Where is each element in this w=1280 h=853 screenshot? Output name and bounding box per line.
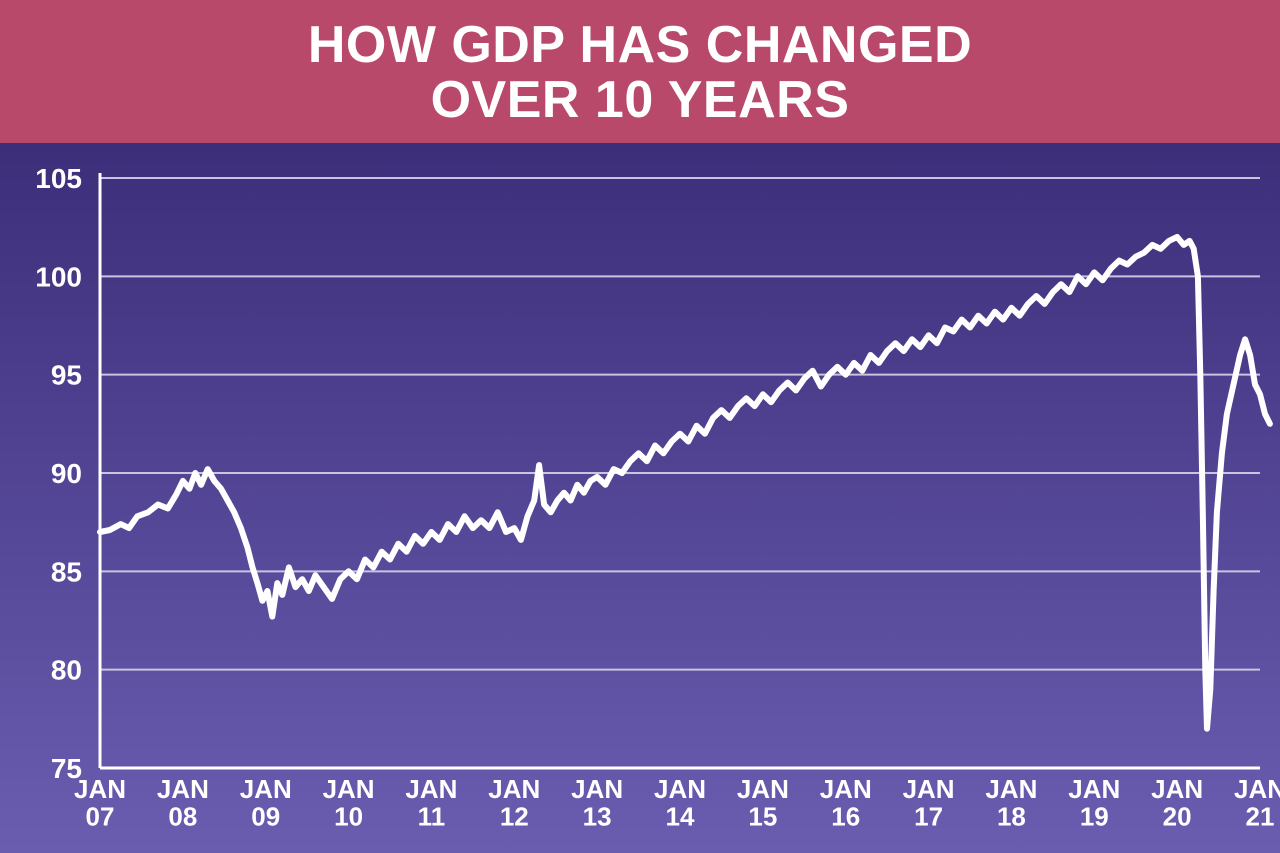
x-axis-label: JAN12 <box>488 774 540 831</box>
x-axis-label: JAN19 <box>1068 774 1120 831</box>
gdp-series-line <box>100 237 1270 729</box>
x-axis-label: JAN09 <box>240 774 292 831</box>
x-axis-label: JAN17 <box>903 774 955 831</box>
x-axis-label: JAN21 <box>1234 774 1280 831</box>
x-axis-label: JAN13 <box>571 774 623 831</box>
x-axis-label: JAN20 <box>1151 774 1203 831</box>
y-axis-label: 90 <box>51 458 82 489</box>
x-axis-label: JAN15 <box>737 774 789 831</box>
x-axis-label: JAN08 <box>157 774 209 831</box>
x-axis-label: JAN10 <box>323 774 375 831</box>
x-axis-label: JAN07 <box>74 774 126 831</box>
y-axis-label: 105 <box>35 163 82 194</box>
x-axis-label: JAN18 <box>985 774 1037 831</box>
x-axis-label: JAN14 <box>654 774 706 831</box>
chart-area: 7580859095100105JAN07JAN08JAN09JAN10JAN1… <box>0 143 1280 853</box>
gdp-line-chart: 7580859095100105JAN07JAN08JAN09JAN10JAN1… <box>0 143 1280 853</box>
x-axis-label: JAN16 <box>820 774 872 831</box>
y-axis-label: 80 <box>51 655 82 686</box>
y-axis-label: 100 <box>35 261 82 292</box>
title-line-2: OVER 10 YEARS <box>431 71 850 129</box>
y-axis-label: 85 <box>51 556 82 587</box>
y-axis-label: 95 <box>51 360 82 391</box>
chart-title: HOW GDP HAS CHANGED OVER 10 YEARS <box>0 18 1280 127</box>
x-axis-label: JAN11 <box>405 774 457 831</box>
title-line-1: HOW GDP HAS CHANGED <box>308 16 972 74</box>
chart-header: HOW GDP HAS CHANGED OVER 10 YEARS <box>0 0 1280 143</box>
